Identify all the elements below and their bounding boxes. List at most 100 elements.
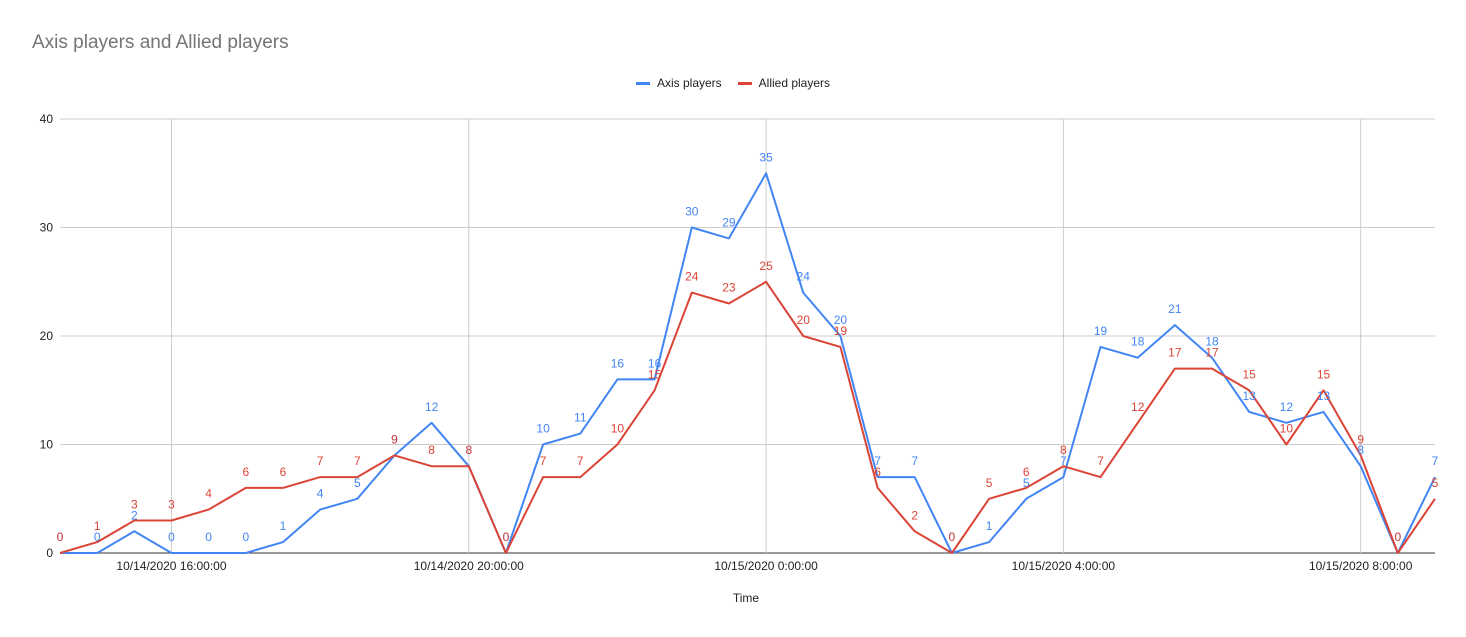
- y-tick-label: 40: [40, 112, 54, 126]
- data-label-allied: 3: [131, 497, 138, 511]
- data-label-allied: 0: [1394, 530, 1401, 544]
- data-label-allied: 25: [759, 259, 773, 273]
- data-label-axis: 0: [949, 530, 956, 544]
- data-label-axis: 0: [57, 530, 64, 544]
- data-label-axis: 11: [574, 411, 587, 425]
- data-label-axis: 10: [536, 422, 550, 436]
- data-label-axis: 0: [205, 530, 212, 544]
- data-label-axis: 0: [1394, 530, 1401, 544]
- gridlines: [60, 118, 1435, 554]
- x-axis-ticks: 10/14/2020 16:00:00 10/14/2020 20:00:00 10…: [116, 559, 1412, 573]
- legend-label-axis: Axis players: [656, 76, 722, 90]
- data-label-allied: 17: [1205, 346, 1219, 360]
- data-label-axis: 0: [94, 530, 101, 544]
- data-label-axis: 4: [317, 487, 324, 501]
- legend-label-allied: Allied players: [758, 76, 831, 90]
- x-tick-label: 10/15/2020 8:00:00: [1309, 559, 1413, 573]
- data-label-allied: 8: [465, 443, 472, 457]
- data-label-allied: 8: [428, 443, 435, 457]
- x-tick-label: 10/15/2020 0:00:00: [714, 559, 818, 573]
- data-label-axis: 0: [168, 530, 175, 544]
- data-label-axis: 0: [242, 530, 249, 544]
- data-label-allied: 9: [391, 432, 398, 446]
- legend-item-allied[interactable]: Allied players: [737, 76, 831, 90]
- data-label-allied: 6: [280, 465, 287, 479]
- data-label-allied: 5: [986, 476, 993, 490]
- y-axis-ticks: 0 10 20 30 40: [40, 112, 54, 560]
- data-label-axis: 20: [834, 313, 848, 327]
- data-label-allied: 3: [168, 497, 175, 511]
- y-tick-label: 20: [40, 329, 54, 343]
- legend-swatch-axis: [635, 81, 650, 85]
- data-label-allied: 0: [503, 530, 510, 544]
- data-label-allied: 2: [911, 508, 918, 522]
- data-label-allied: 7: [577, 454, 584, 468]
- data-label-allied: 5: [1432, 476, 1439, 490]
- data-label-axis: 8: [465, 443, 472, 457]
- data-label-allied: 1: [94, 519, 101, 533]
- legend-item-axis[interactable]: Axis players: [635, 76, 722, 90]
- data-label-axis: 7: [1432, 454, 1439, 468]
- x-tick-label: 10/14/2020 16:00:00: [116, 559, 226, 573]
- data-label-allied: 7: [1097, 454, 1104, 468]
- data-label-allied: 15: [1317, 367, 1331, 381]
- data-label-axis: 29: [722, 215, 736, 229]
- data-label-allied: 23: [722, 280, 736, 294]
- data-label-axis: 13: [1317, 389, 1331, 403]
- y-tick-label: 10: [40, 438, 54, 452]
- data-label-allied: 7: [317, 454, 324, 468]
- series-line-axis: [60, 172, 1436, 554]
- data-label-allied: 0: [949, 530, 956, 544]
- data-label-allied: 24: [685, 270, 699, 284]
- chart-title: Axis players and Allied players: [32, 32, 289, 53]
- data-label-axis: 7: [874, 454, 881, 468]
- legend: Axis players Allied players: [0, 76, 1466, 90]
- data-label-axis: 24: [797, 270, 811, 284]
- series-line-allied: [59, 280, 1436, 554]
- data-label-allied: 6: [874, 465, 881, 479]
- data-label-allied: 10: [611, 422, 625, 436]
- data-label-allied: 20: [797, 313, 811, 327]
- data-label-allied: 8: [1060, 443, 1067, 457]
- data-label-allied: 0: [57, 530, 64, 544]
- data-label-allied: 6: [242, 465, 249, 479]
- data-label-allied: 19: [834, 324, 848, 338]
- data-label-axis: 35: [759, 150, 773, 164]
- data-label-allied: 15: [648, 367, 662, 381]
- data-label-axis: 19: [1094, 324, 1108, 338]
- data-label-axis: 16: [648, 356, 662, 370]
- data-label-axis: 5: [354, 476, 361, 490]
- data-label-allied: 7: [354, 454, 361, 468]
- x-axis-title: Time: [733, 591, 760, 605]
- data-label-axis: 1: [280, 519, 287, 533]
- data-label-allied: 10: [1280, 422, 1294, 436]
- data-label-axis: 13: [1243, 389, 1257, 403]
- data-label-allied: 4: [205, 487, 212, 501]
- data-label-axis: 12: [1280, 400, 1294, 414]
- data-label-axis: 2: [131, 508, 138, 522]
- data-label-axis: 7: [1060, 454, 1067, 468]
- data-label-axis: 8: [1357, 443, 1364, 457]
- data-label-allied: 9: [1357, 432, 1364, 446]
- data-label-allied: 6: [1023, 465, 1030, 479]
- data-label-allied: 12: [1131, 400, 1145, 414]
- data-label-axis: 12: [425, 400, 439, 414]
- data-label-allied: 17: [1168, 346, 1182, 360]
- data-label-axis: 16: [611, 356, 625, 370]
- data-label-axis: 7: [911, 454, 918, 468]
- data-label-axis: 18: [1131, 335, 1145, 349]
- data-label-axis: 9: [391, 432, 398, 446]
- x-tick-label: 10/14/2020 20:00:00: [414, 559, 524, 573]
- data-label-axis: 30: [685, 205, 699, 219]
- data-label-axis: 1: [986, 519, 993, 533]
- data-label-allied: 7: [540, 454, 547, 468]
- data-label-axis: 5: [1023, 476, 1030, 490]
- y-tick-label: 0: [46, 546, 53, 560]
- data-label-axis: 0: [503, 530, 510, 544]
- data-label-axis: 21: [1168, 302, 1182, 316]
- series-lines: [59, 172, 1436, 554]
- legend-swatch-allied: [737, 81, 752, 85]
- x-tick-label: 10/15/2020 4:00:00: [1012, 559, 1116, 573]
